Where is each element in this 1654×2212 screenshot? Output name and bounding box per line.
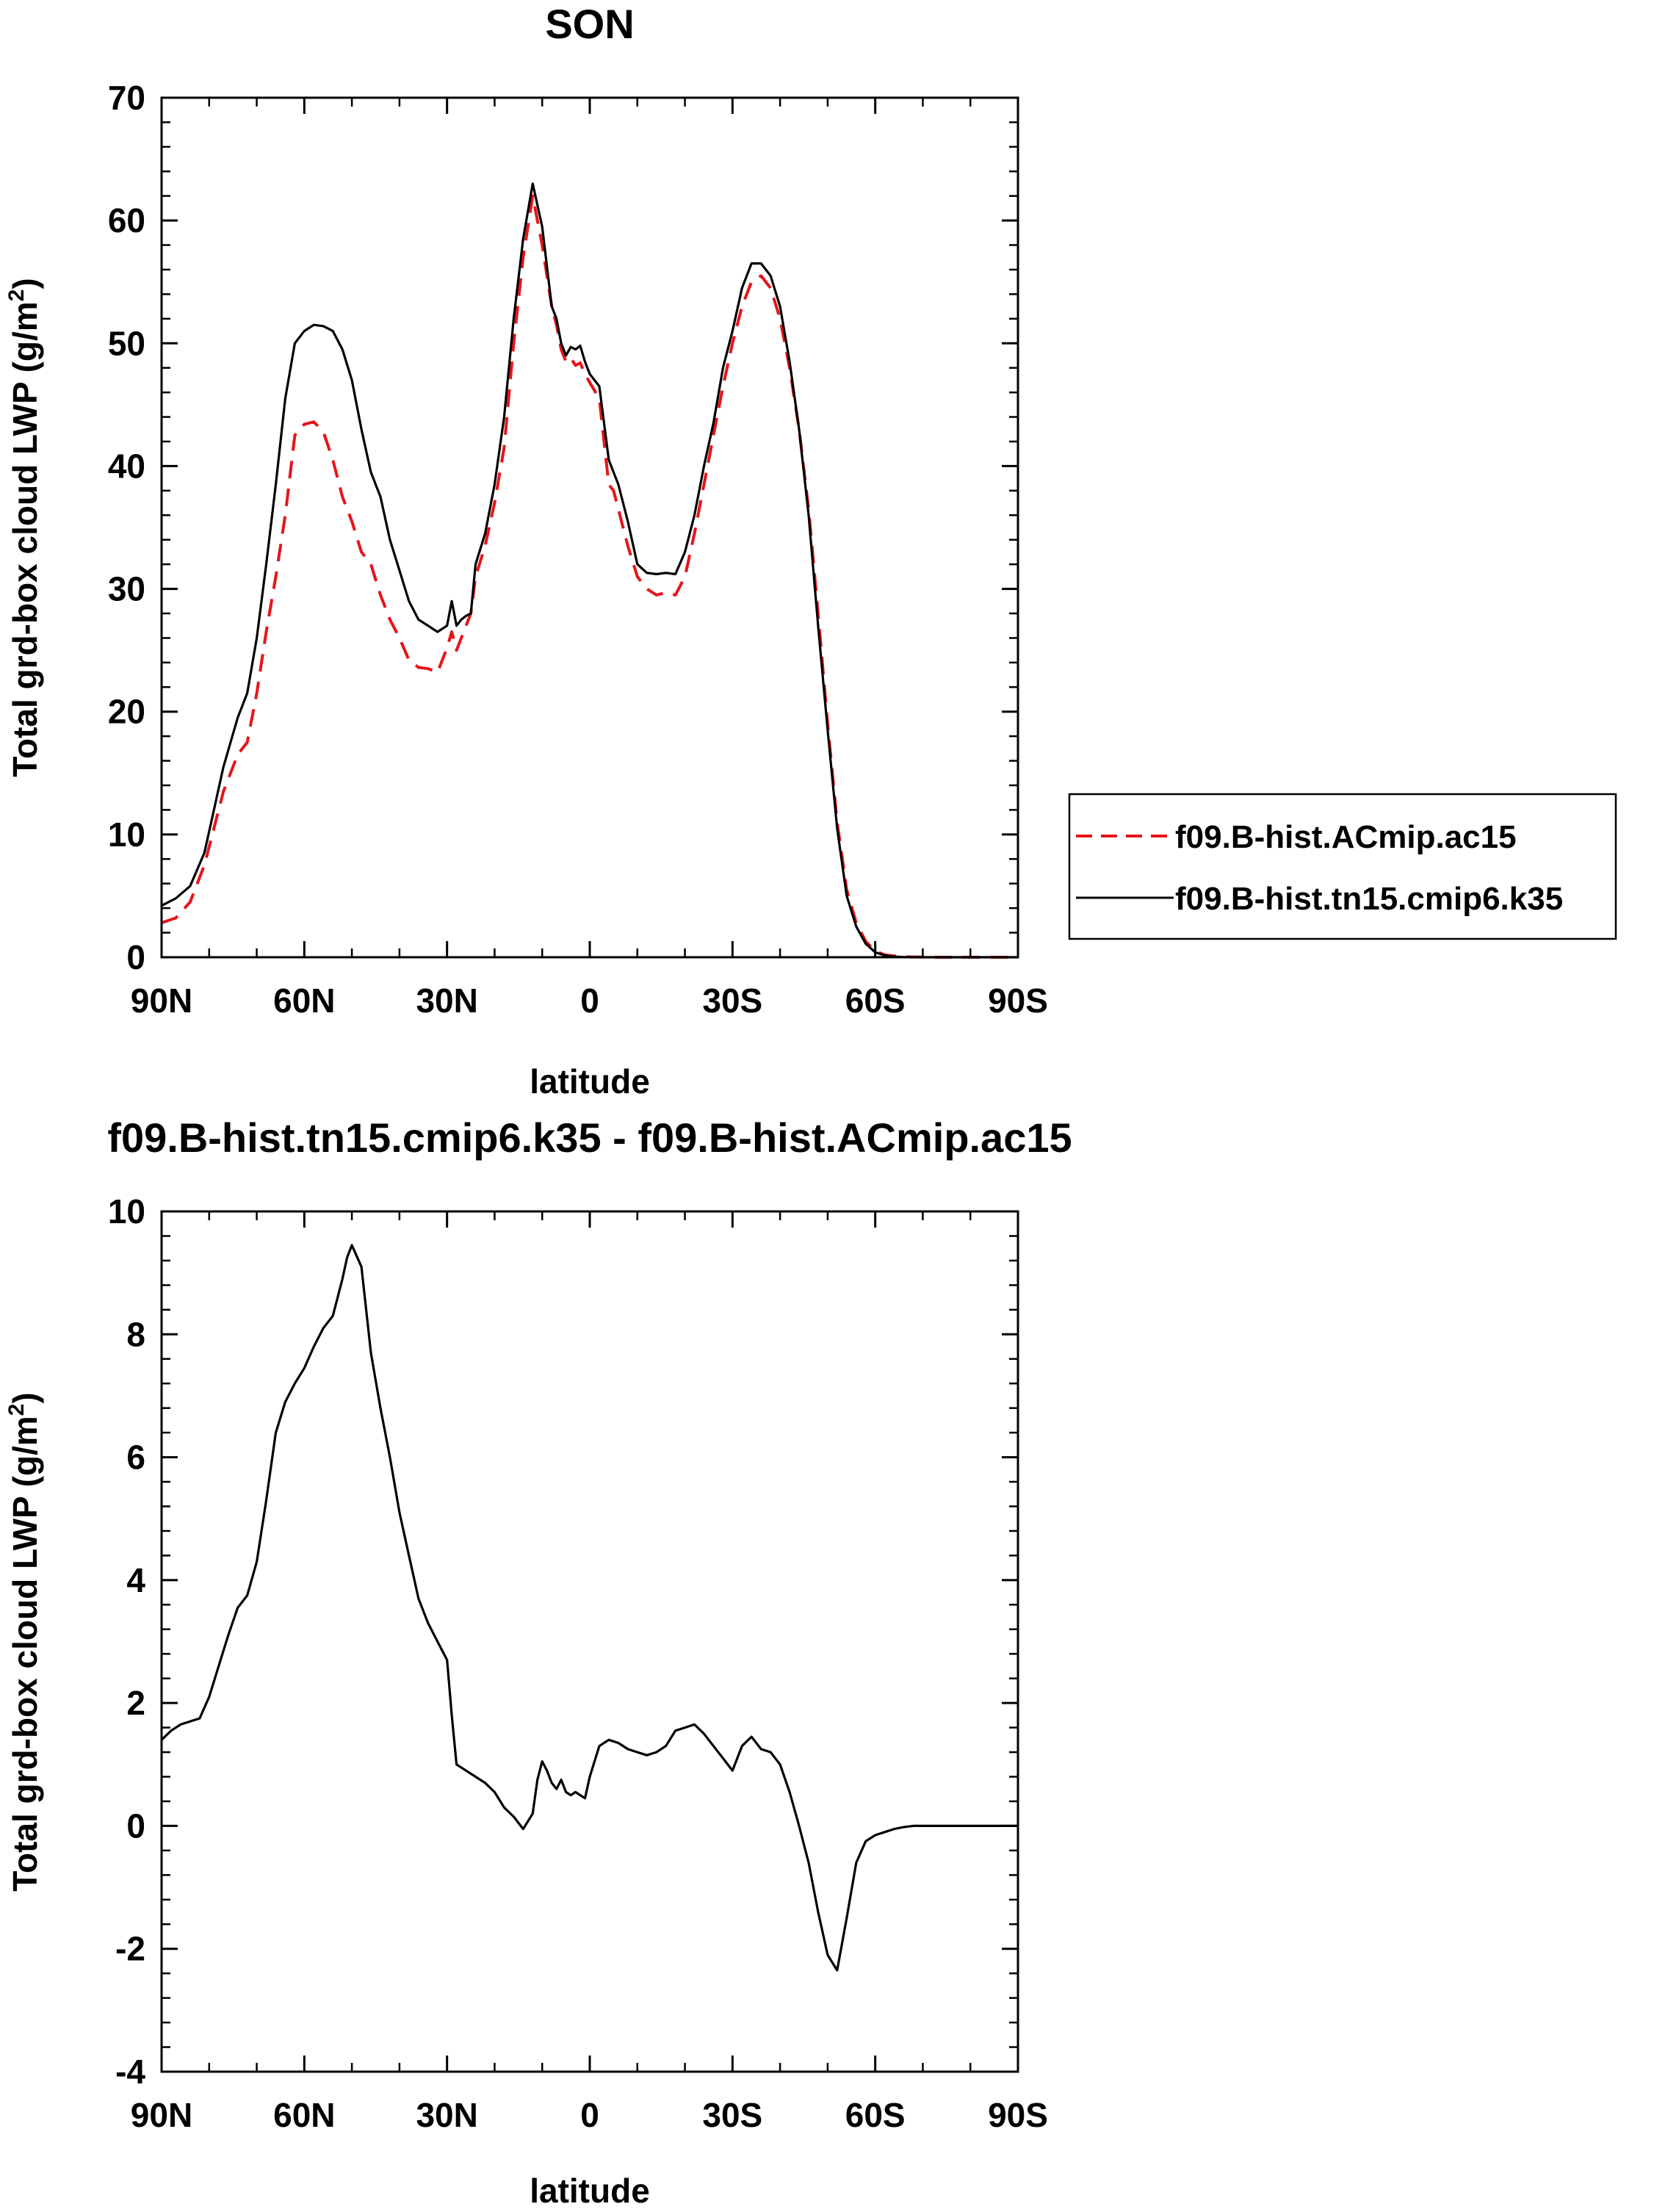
- x-tick-label: 30N: [416, 2096, 477, 2134]
- y-tick-label: 60: [108, 201, 145, 239]
- y-tick-label: 10: [108, 815, 145, 854]
- y-tick-label: 10: [108, 1192, 145, 1231]
- top-x-axis-title: latitude: [530, 1062, 650, 1100]
- legend-label-k35: f09.B-hist.tn15.cmip6.k35: [1175, 881, 1563, 917]
- x-tick-label: 90N: [131, 2096, 192, 2134]
- y-tick-label: -4: [115, 2053, 145, 2091]
- bottom-panel: f09.B-hist.tn15.cmip6.k35 - f09.B-hist.A…: [4, 1114, 1072, 2210]
- x-tick-label: 0: [580, 981, 599, 1020]
- y-tick-label: 4: [126, 1561, 145, 1599]
- x-tick-label: 30S: [702, 981, 762, 1020]
- y-tick-label: 20: [108, 693, 145, 731]
- legend-label-ac15: f09.B-hist.ACmip.ac15: [1175, 819, 1517, 855]
- series-line-f09-b-hist-tn15-cmip6-k35: [161, 182, 1018, 959]
- y-tick-label: 6: [126, 1438, 145, 1477]
- series-line-f09-b-hist-acmip-ac15: [161, 194, 1018, 959]
- bottom-x-axis-title: latitude: [530, 2172, 650, 2210]
- x-tick-label: 60S: [845, 2096, 906, 2134]
- x-tick-label: 30N: [416, 981, 477, 1020]
- legend: f09.B-hist.ACmip.ac15 f09.B-hist.tn15.cm…: [1068, 793, 1617, 940]
- x-tick-label: 60N: [273, 2096, 335, 2134]
- top-y-axis-title: Total grd-box cloud LWP (g/m2): [4, 278, 44, 777]
- top-panel: SON 0 10 20 30 40 50 60 70 90N 60N 30N 0 30S 60S 90S l…: [4, 1, 1617, 1100]
- bottom-plot-frame: [160, 1210, 1019, 2073]
- bottom-axis-ticks: -4 -2 0 2 4 6 8 10 90N 60N 30N 0 30S 60S 90S: [108, 1192, 1048, 2134]
- y-tick-label: 70: [108, 79, 145, 117]
- x-tick-label: 90S: [988, 2096, 1048, 2134]
- y-tick-label: 8: [126, 1315, 145, 1353]
- bottom-y-axis-title: Total grd-box cloud LWP (g/m2): [4, 1392, 44, 1891]
- top-chart-title: SON: [545, 1, 634, 47]
- top-plot-frame: [160, 96, 1019, 959]
- x-tick-label: 60S: [845, 981, 906, 1020]
- x-tick-label: 30S: [702, 2096, 762, 2134]
- y-tick-label: 0: [126, 1806, 145, 1845]
- x-tick-label: 0: [580, 2096, 599, 2134]
- y-tick-label: 30: [108, 570, 145, 608]
- legend-box: [1068, 793, 1617, 940]
- top-series-group: [161, 182, 1018, 959]
- x-tick-label: 90N: [131, 981, 192, 1020]
- series-line-difference: [160, 1244, 1018, 1972]
- y-tick-label: 0: [126, 938, 145, 976]
- y-tick-label: 50: [108, 324, 145, 362]
- y-tick-label: 40: [108, 447, 145, 485]
- top-axis-ticks: 0 10 20 30 40 50 60 70 90N 60N 30N 0 30S 60S 90S: [108, 79, 1048, 1020]
- bottom-chart-title: f09.B-hist.tn15.cmip6.k35 - f09.B-hist.A…: [107, 1114, 1072, 1161]
- x-tick-label: 90S: [988, 981, 1048, 1020]
- y-tick-label: 2: [126, 1684, 145, 1722]
- bottom-series-group: [160, 1244, 1018, 1972]
- y-tick-label: -2: [115, 1930, 145, 1968]
- x-tick-label: 60N: [273, 981, 335, 1020]
